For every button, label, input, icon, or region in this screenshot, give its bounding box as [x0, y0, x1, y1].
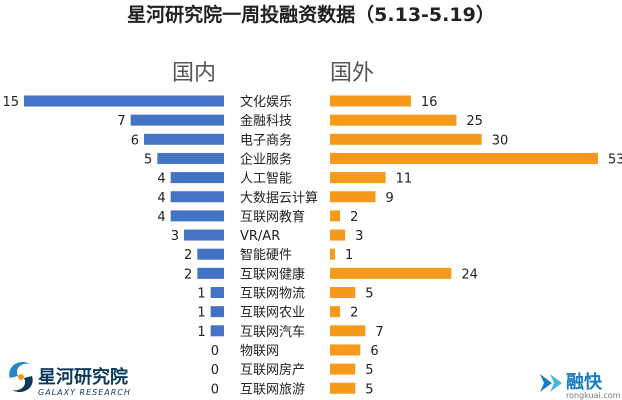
value-label-domestic: 6	[131, 133, 139, 148]
bar-domestic	[210, 306, 224, 318]
value-label-foreign: 7	[375, 325, 383, 340]
category-label: 电子商务	[240, 132, 292, 148]
bar-foreign	[330, 287, 356, 298]
bar-domestic	[170, 172, 224, 184]
bar-domestic	[210, 325, 224, 337]
category-label: 互联网健康	[240, 266, 305, 282]
category-label: 文化娱乐	[240, 95, 292, 110]
value-label-domestic: 2	[184, 267, 192, 282]
value-label-foreign: 16	[421, 95, 438, 110]
value-label-domestic: 4	[157, 191, 165, 206]
category-label: 人工智能	[240, 172, 292, 187]
value-label-domestic: 3	[171, 229, 179, 244]
category-label: VR/AR	[240, 229, 280, 244]
bar-foreign	[330, 133, 482, 145]
value-label-domestic: 4	[157, 210, 165, 225]
value-label-foreign: 5	[365, 287, 373, 302]
bar-domestic	[210, 287, 224, 298]
bar-domestic	[170, 210, 224, 222]
galaxy-logo-sub: GALAXY RESEARCH	[38, 388, 131, 397]
galaxy-swirl-icon	[9, 361, 33, 393]
value-label-foreign: 11	[396, 172, 413, 187]
value-label-foreign: 25	[466, 114, 483, 129]
category-label: 互联网物流	[240, 287, 305, 302]
value-label-foreign: 3	[355, 229, 363, 244]
bar-foreign	[330, 306, 341, 318]
category-label: 物联网	[240, 344, 279, 359]
value-label-foreign: 24	[461, 267, 478, 282]
bar-foreign	[330, 229, 346, 241]
bar-foreign	[330, 248, 336, 260]
category-label: 互联网房产	[240, 362, 305, 378]
value-label-foreign: 5	[365, 382, 373, 397]
value-label-foreign: 6	[370, 344, 378, 359]
category-label: 智能硬件	[240, 248, 292, 263]
rongkuai-logo-sub: rongkuai.com	[566, 391, 621, 400]
bar-domestic	[144, 133, 224, 145]
bar-foreign	[330, 267, 452, 279]
bar-foreign	[330, 172, 386, 184]
value-label-foreign: 2	[350, 306, 358, 321]
bar-foreign	[330, 152, 598, 164]
bar-domestic	[130, 114, 224, 126]
value-label-domestic: 2	[184, 248, 192, 263]
category-label: 互联网教育	[240, 209, 305, 225]
category-label: 互联网汽车	[240, 324, 305, 340]
category-label: 企业服务	[240, 151, 292, 167]
bar-domestic	[197, 267, 224, 279]
value-label-foreign: 9	[386, 191, 394, 206]
bar-foreign	[330, 95, 411, 107]
value-label-domestic: 0	[211, 363, 219, 378]
bar-foreign	[330, 363, 356, 375]
value-label-domestic: 15	[2, 95, 19, 110]
value-label-domestic: 1	[197, 287, 205, 302]
category-label: 互联网旅游	[240, 382, 305, 397]
value-label-foreign: 2	[350, 210, 358, 225]
value-label-foreign: 1	[345, 248, 353, 263]
bar-foreign	[330, 210, 341, 222]
value-label-foreign: 30	[492, 133, 509, 148]
bar-foreign	[330, 114, 457, 126]
category-label: 大数据云计算	[240, 191, 318, 206]
value-label-domestic: 0	[211, 344, 219, 359]
category-label: 互联网农业	[240, 306, 305, 321]
bar-domestic	[24, 95, 224, 107]
rongkuai-logo-name: 融快	[566, 371, 603, 393]
value-label-foreign: 53	[608, 152, 622, 167]
value-label-domestic: 5	[144, 152, 152, 167]
category-label: 金融科技	[240, 113, 292, 129]
value-label-domestic: 4	[157, 172, 165, 187]
bar-domestic	[157, 152, 224, 164]
rongkuai-arrow-icon	[540, 374, 562, 392]
rongkuai-logo: 融快 rongkuai.com	[540, 371, 621, 400]
galaxy-logo-name: 星河研究院	[38, 366, 128, 388]
bar-foreign	[330, 344, 361, 356]
bar-domestic	[184, 229, 224, 241]
value-label-domestic: 0	[211, 382, 219, 397]
galaxy-research-logo: 星河研究院 GALAXY RESEARCH	[9, 361, 131, 397]
bar-foreign	[330, 382, 356, 394]
value-label-domestic: 1	[197, 306, 205, 321]
bar-foreign	[330, 191, 376, 203]
series-heading-foreign: 国外	[330, 61, 374, 86]
value-label-foreign: 5	[365, 363, 373, 378]
value-label-domestic: 7	[117, 114, 125, 129]
bar-domestic	[170, 191, 224, 203]
bar-foreign	[330, 325, 366, 337]
value-label-domestic: 1	[197, 325, 205, 340]
series-heading-domestic: 国内	[172, 61, 216, 86]
bar-domestic	[197, 248, 224, 260]
chart-title: 星河研究院一周投融资数据（5.13-5.19）	[127, 3, 495, 26]
